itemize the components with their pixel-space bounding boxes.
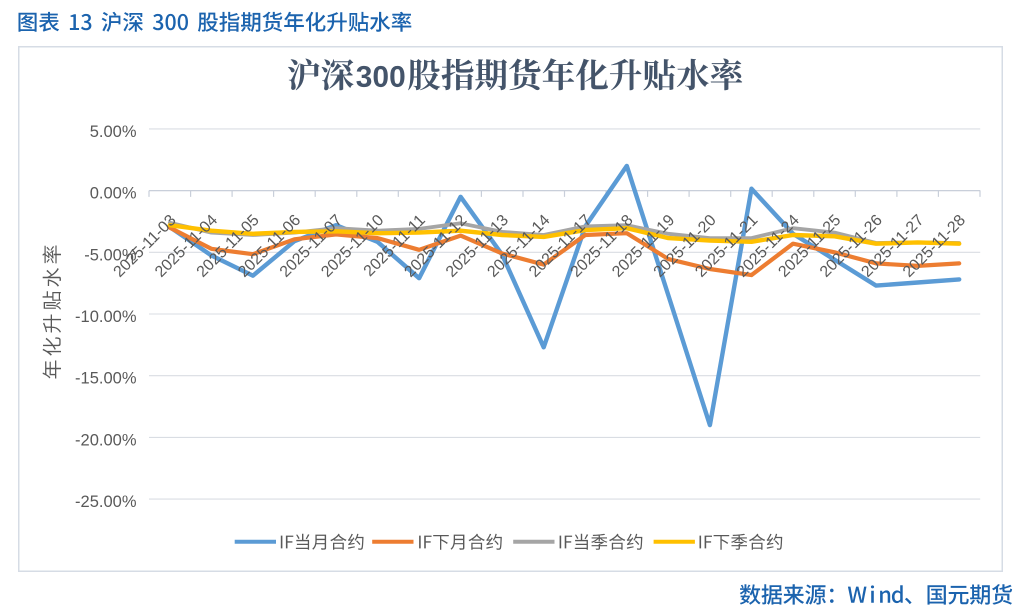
svg-text:-15.00%: -15.00% bbox=[75, 370, 137, 388]
svg-text:-20.00%: -20.00% bbox=[75, 431, 137, 449]
svg-text:-10.00%: -10.00% bbox=[75, 308, 137, 326]
svg-text:-25.00%: -25.00% bbox=[75, 493, 137, 511]
svg-text:5.00%: 5.00% bbox=[90, 123, 137, 141]
svg-text:-5.00%: -5.00% bbox=[84, 246, 137, 264]
svg-text:0.00%: 0.00% bbox=[90, 185, 137, 203]
